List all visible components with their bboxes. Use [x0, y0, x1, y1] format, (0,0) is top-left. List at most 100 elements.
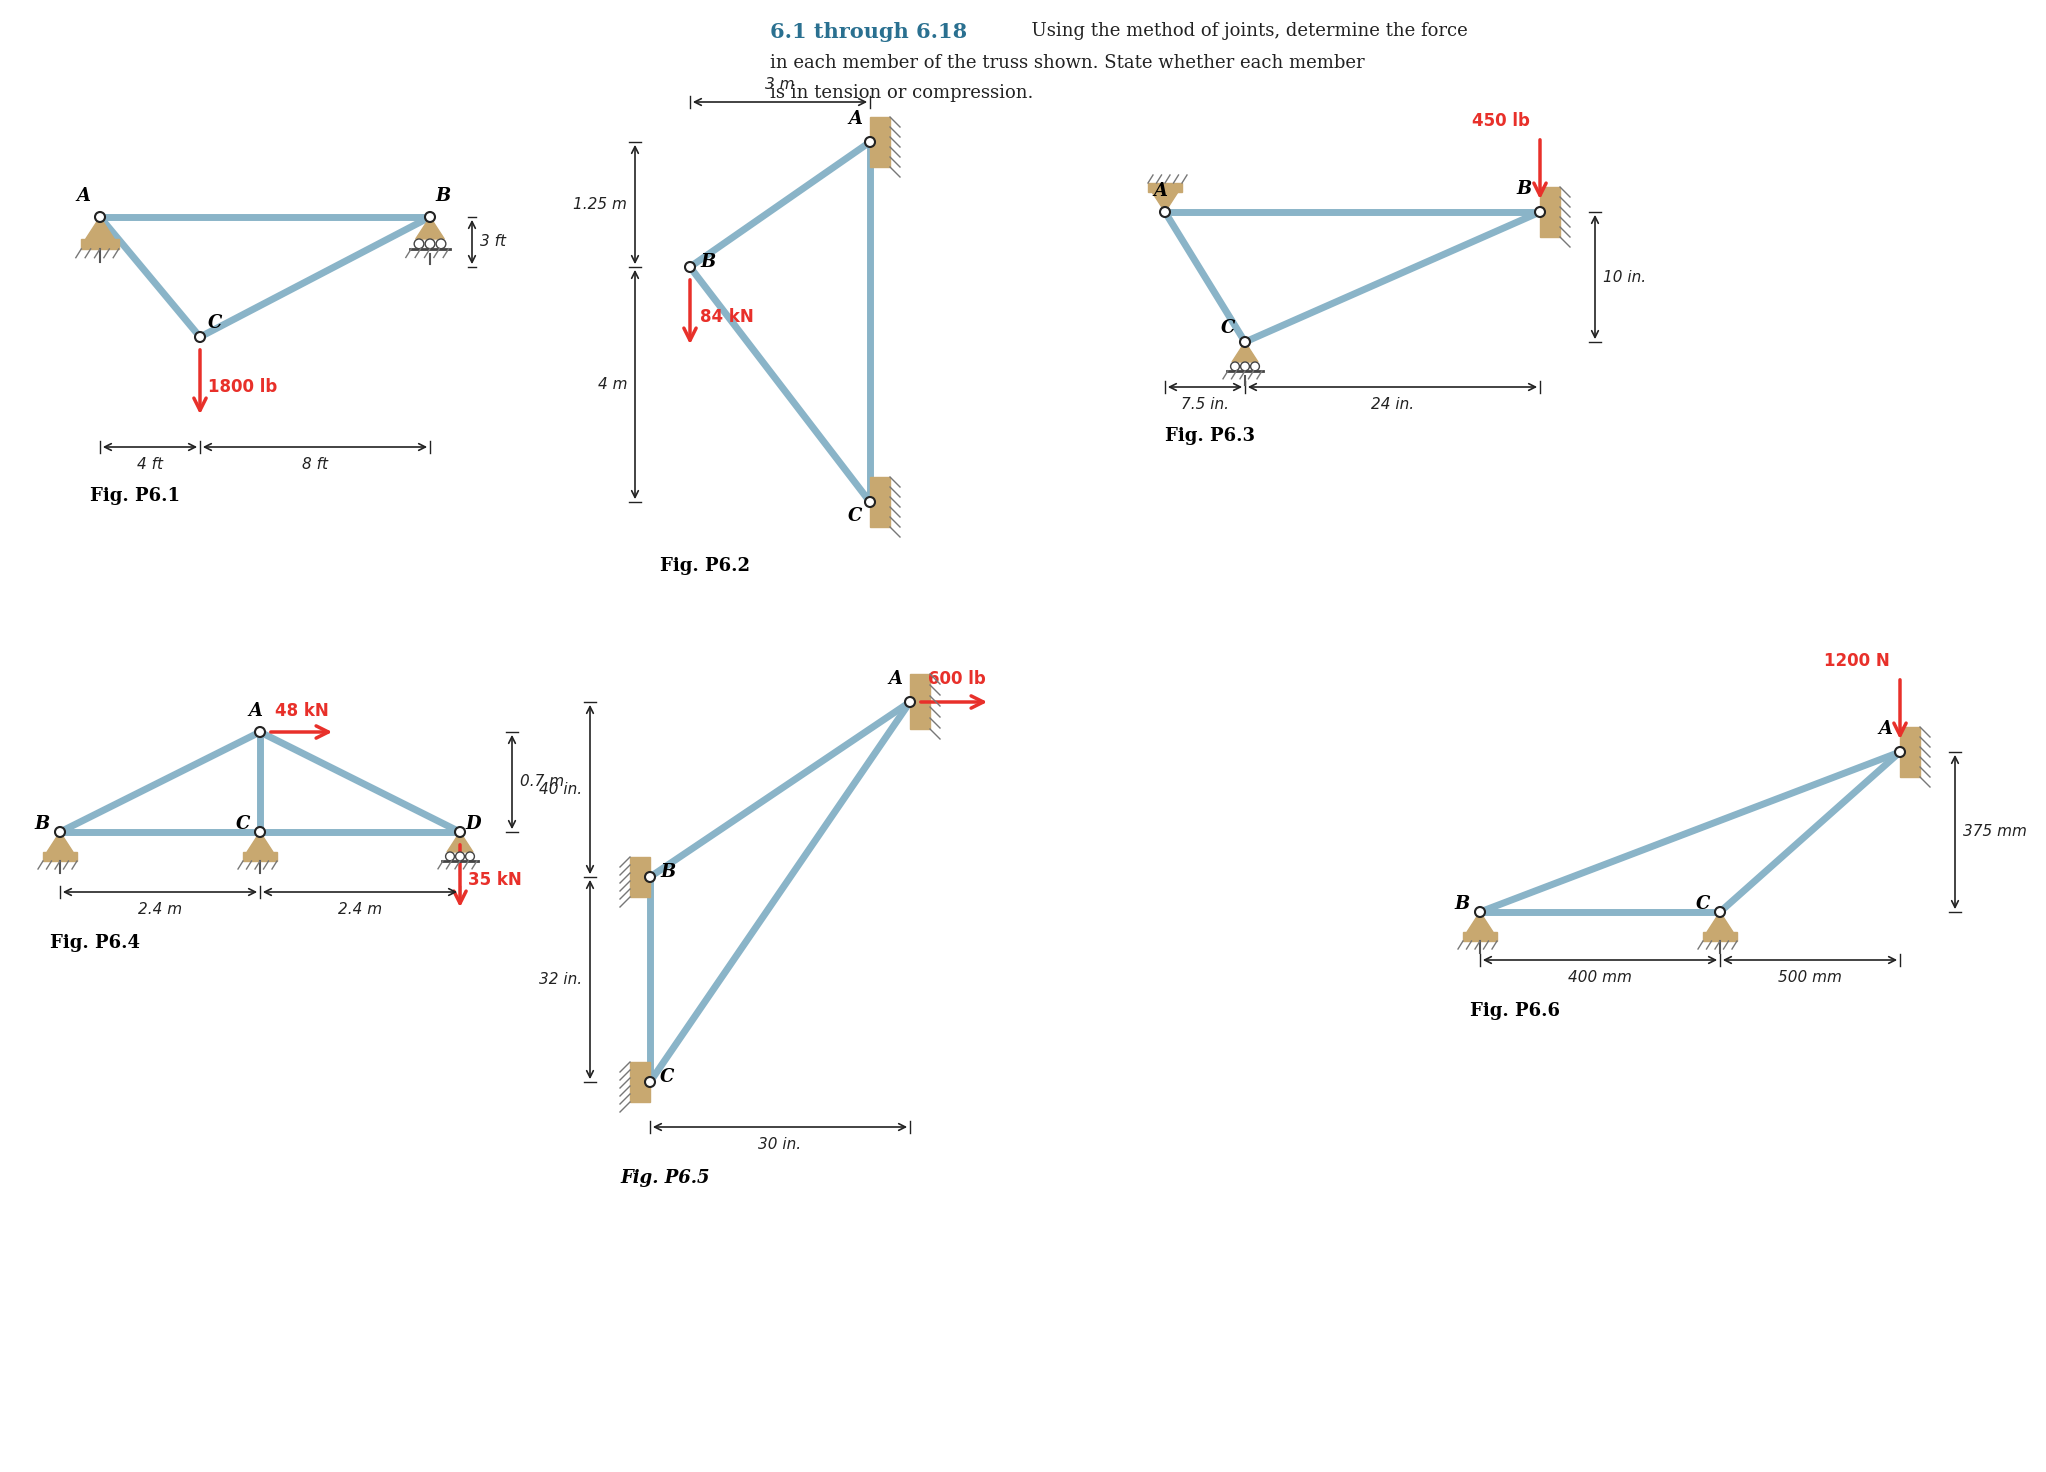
Bar — [1901, 727, 1919, 777]
Circle shape — [1250, 362, 1260, 371]
Bar — [1148, 183, 1183, 191]
Text: 1800 lb: 1800 lb — [209, 378, 278, 396]
Text: Fig. P6.5: Fig. P6.5 — [620, 1169, 710, 1186]
Circle shape — [94, 212, 104, 222]
Circle shape — [426, 212, 436, 222]
Text: 3 m: 3 m — [765, 77, 794, 91]
Bar — [870, 477, 890, 527]
Text: Fig. P6.1: Fig. P6.1 — [90, 487, 180, 505]
Polygon shape — [1467, 913, 1494, 932]
Text: C: C — [661, 1069, 675, 1086]
Circle shape — [55, 827, 65, 838]
Bar — [1702, 932, 1737, 941]
Text: 0.7 m: 0.7 m — [520, 774, 565, 789]
Text: 1200 N: 1200 N — [1825, 652, 1891, 670]
Circle shape — [446, 852, 454, 861]
Text: 24 in.: 24 in. — [1371, 397, 1414, 412]
Text: 7.5 in.: 7.5 in. — [1181, 397, 1230, 412]
Text: 450 lb: 450 lb — [1473, 112, 1530, 130]
Text: B: B — [661, 863, 675, 882]
Text: C: C — [1696, 895, 1710, 913]
Text: D: D — [464, 815, 481, 833]
Text: 1.25 m: 1.25 m — [573, 197, 626, 212]
Circle shape — [454, 827, 464, 838]
Text: 4 ft: 4 ft — [137, 456, 164, 473]
Text: 32 in.: 32 in. — [538, 972, 581, 988]
Polygon shape — [446, 832, 473, 852]
Circle shape — [1895, 746, 1905, 757]
Circle shape — [1715, 907, 1725, 917]
Polygon shape — [415, 216, 444, 238]
Polygon shape — [248, 832, 272, 852]
Polygon shape — [1152, 191, 1178, 212]
Bar — [82, 238, 119, 249]
Text: C: C — [209, 314, 223, 333]
Text: 40 in.: 40 in. — [538, 782, 581, 796]
Text: B: B — [1516, 180, 1532, 199]
Text: B: B — [700, 253, 716, 271]
Text: A: A — [248, 702, 262, 720]
Text: Fig. P6.4: Fig. P6.4 — [49, 935, 139, 952]
Circle shape — [1240, 337, 1250, 347]
Circle shape — [413, 238, 424, 249]
Text: 6.1 through 6.18: 6.1 through 6.18 — [769, 22, 968, 43]
Bar — [1541, 187, 1559, 237]
Text: 48 kN: 48 kN — [274, 702, 329, 720]
Text: in each member of the truss shown. State whether each member: in each member of the truss shown. State… — [769, 54, 1365, 72]
Bar — [243, 852, 276, 861]
Text: is in tension or compression.: is in tension or compression. — [769, 84, 1033, 102]
Polygon shape — [1706, 913, 1733, 932]
Circle shape — [1534, 208, 1545, 216]
Circle shape — [426, 238, 436, 249]
Circle shape — [256, 827, 266, 838]
Text: A: A — [847, 110, 861, 128]
Text: B: B — [35, 815, 49, 833]
Text: 400 mm: 400 mm — [1567, 970, 1633, 985]
Circle shape — [436, 238, 446, 249]
Text: A: A — [1878, 720, 1893, 737]
Text: Using the method of joints, determine the force: Using the method of joints, determine th… — [1021, 22, 1467, 40]
Text: C: C — [1221, 319, 1236, 337]
Circle shape — [644, 1078, 655, 1086]
Text: C: C — [847, 506, 861, 526]
Text: A: A — [76, 187, 90, 205]
Text: C: C — [235, 815, 250, 833]
Text: B: B — [436, 187, 450, 205]
Circle shape — [1240, 362, 1250, 371]
Text: 2.4 m: 2.4 m — [338, 902, 383, 917]
Circle shape — [1160, 208, 1170, 216]
Text: Fig. P6.6: Fig. P6.6 — [1469, 1002, 1559, 1020]
Text: B: B — [1455, 895, 1469, 913]
Text: 500 mm: 500 mm — [1778, 970, 1841, 985]
Bar — [1463, 932, 1498, 941]
Circle shape — [466, 852, 475, 861]
Bar — [630, 1061, 651, 1103]
Bar — [630, 857, 651, 896]
Polygon shape — [1232, 342, 1258, 362]
Circle shape — [865, 498, 876, 506]
Circle shape — [194, 333, 205, 342]
Circle shape — [256, 727, 266, 737]
Text: 4 m: 4 m — [597, 377, 626, 392]
Text: 375 mm: 375 mm — [1962, 824, 2028, 839]
Polygon shape — [86, 216, 115, 238]
Circle shape — [685, 262, 696, 272]
Text: 10 in.: 10 in. — [1602, 269, 1647, 284]
Text: A: A — [888, 670, 902, 687]
Text: Fig. P6.3: Fig. P6.3 — [1164, 427, 1254, 445]
Circle shape — [644, 871, 655, 882]
Bar — [43, 852, 78, 861]
Text: 3 ft: 3 ft — [481, 234, 505, 249]
Text: Fig. P6.2: Fig. P6.2 — [661, 556, 751, 576]
Text: 8 ft: 8 ft — [303, 456, 327, 473]
Bar — [910, 674, 931, 729]
Text: 600 lb: 600 lb — [929, 670, 986, 687]
Text: 84 kN: 84 kN — [700, 308, 753, 325]
Circle shape — [1230, 362, 1240, 371]
Bar — [870, 116, 890, 166]
Text: 35 kN: 35 kN — [469, 871, 522, 889]
Circle shape — [904, 698, 915, 707]
Text: 30 in.: 30 in. — [759, 1136, 802, 1153]
Circle shape — [1475, 907, 1485, 917]
Text: A: A — [1154, 183, 1166, 200]
